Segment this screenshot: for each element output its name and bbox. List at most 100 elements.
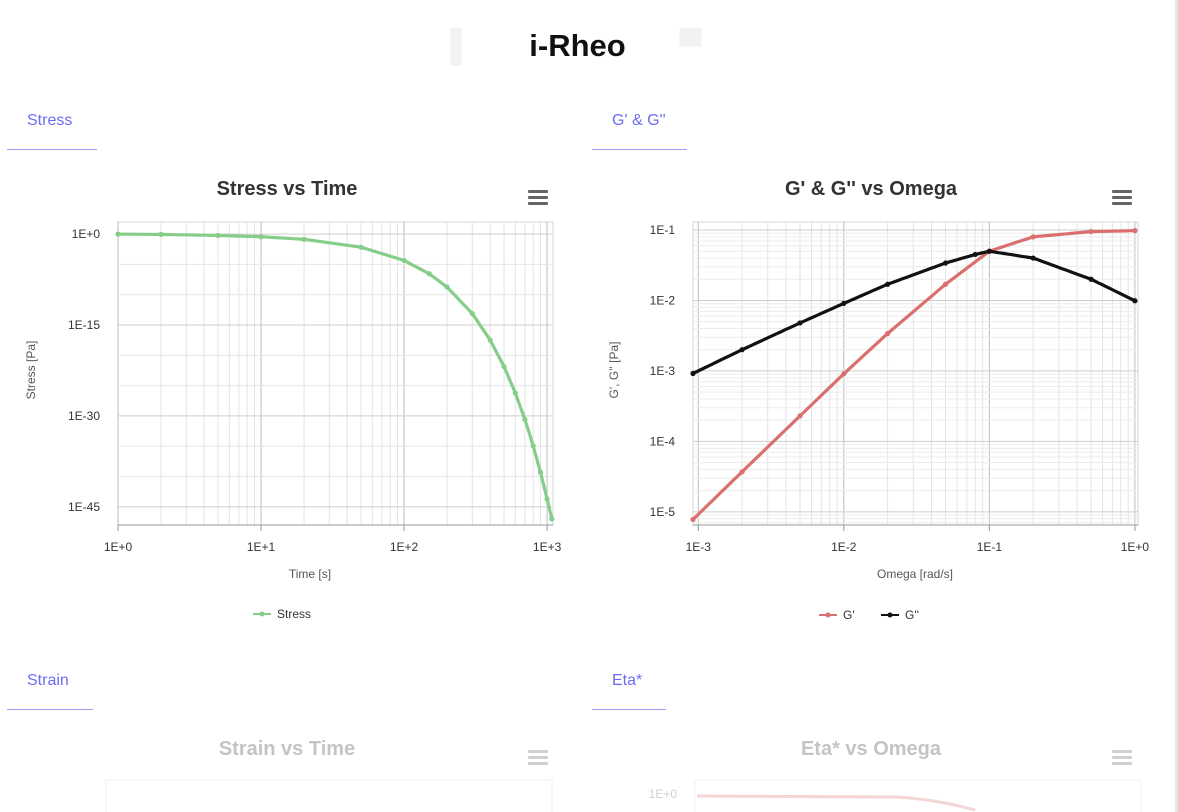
gg-series-point-0: [885, 330, 891, 337]
gg-x-tick-label: 1E-3: [686, 540, 712, 554]
gg-series-point-1: [1030, 255, 1036, 261]
stress-series-point-0: [469, 310, 475, 317]
stress-series-line-0: [116, 232, 554, 521]
gg-plot-border: [692, 221, 1139, 526]
eta-chart-menu-icon[interactable]: [1112, 750, 1132, 766]
stress-series-point-0: [501, 363, 507, 370]
strain-chart-title: Strain vs Time: [219, 738, 355, 760]
stress-legend-marker: [259, 611, 265, 617]
stress-chart-svg: Stress vs Time 1E+0 1E+1 1E+2 1E+3 1E+0 1E-15…: [24, 178, 562, 621]
stress-y-axis-label: Stress [Pa]: [24, 341, 38, 400]
gg-series-point-1: [690, 370, 696, 377]
gg-series-point-1: [739, 347, 745, 353]
gdoubleprime-legend-label: G'': [905, 608, 919, 622]
page-scrollbar[interactable]: [1175, 0, 1178, 812]
gg-chart-menu-icon[interactable]: [1112, 190, 1132, 206]
stress-series-point-0: [512, 390, 518, 396]
gg-series-point-1: [1088, 276, 1094, 282]
stress-y-tick-label: 1E-45: [68, 500, 100, 514]
gg-chart-axes: 1E-3 1E-2 1E-1 1E+0 1E-1 1E-2 1E-3 1E-4 1E-5: [650, 223, 1150, 554]
eta-chart-svg: Eta* vs Omega 1E+0: [649, 738, 1142, 812]
gg-series-point-1: [986, 248, 992, 254]
stress-y-tick-label: 1E-30: [68, 409, 100, 423]
eta-chart: Eta* vs Omega 1E+0: [595, 725, 1155, 812]
stress-series-point-0: [549, 516, 555, 522]
gg-x-tick-label: 1E-2: [831, 540, 857, 554]
gg-series-point-0: [797, 413, 803, 419]
stress-series-point-0: [215, 232, 221, 239]
stress-chart-title: Stress vs Time: [217, 178, 358, 200]
gg-series-point-1: [797, 320, 803, 326]
strain-chart: Strain vs Time: [10, 725, 570, 812]
gg-chart-svg: G' & G'' vs Omega 1E-3 1E-2 1E-1 1E+01E-11E…: [607, 178, 1150, 622]
gg-series-point-1: [841, 300, 847, 306]
gg-series-point-1: [972, 251, 978, 258]
tab-g-prime-g-double-prime[interactable]: G' & G'': [592, 108, 687, 150]
tab-stress[interactable]: Stress: [7, 108, 97, 150]
gg-x-tick-label: 1E-1: [977, 540, 1003, 554]
stress-x-tick-label: 1E+2: [390, 540, 419, 554]
gg-y-tick-label: 1E-3: [650, 364, 676, 378]
gg-series-point-1: [885, 281, 891, 287]
stress-x-tick-label: 1E+1: [247, 540, 276, 554]
strain-chart-menu-icon[interactable]: [528, 750, 548, 766]
stress-series-point-0: [522, 416, 528, 423]
strain-chart-svg: Strain vs Time: [105, 738, 553, 812]
eta-y-tick-partial: 1E+0: [649, 787, 678, 801]
app-title: i-Rheo: [529, 28, 626, 63]
gg-series-point-1: [942, 260, 949, 266]
stress-series-point-0: [530, 443, 536, 449]
gg-series-point-0: [1030, 234, 1036, 240]
stress-series-point-0: [358, 244, 364, 250]
gg-chart-series: [690, 228, 1138, 523]
gg-y-tick-label: 1E-5: [650, 505, 676, 519]
stress-chart-series: [115, 231, 555, 522]
gg-x-axis-label: Omega [rad/s]: [877, 567, 953, 581]
stress-chart-axes: 1E+0 1E+1 1E+2 1E+3 1E+0 1E-15 1E-30 1E-45: [68, 227, 562, 554]
stress-x-tick-label: 1E+3: [533, 540, 562, 554]
gg-y-tick-label: 1E-1: [650, 223, 676, 237]
gg-chart-grid: [692, 221, 1139, 526]
gg-series-point-0: [841, 371, 847, 377]
stress-x-axis-label: Time [s]: [289, 567, 331, 581]
stress-y-tick-label: 1E-15: [68, 318, 100, 332]
stress-legend[interactable]: Stress: [253, 607, 311, 621]
stress-series-point-0: [115, 231, 121, 237]
stress-chart-menu-icon[interactable]: [528, 190, 548, 206]
stress-series-point-0: [426, 271, 432, 277]
tab-eta-star[interactable]: Eta*: [592, 668, 666, 710]
gg-series-point-0: [739, 469, 745, 475]
stress-series-point-0: [258, 234, 264, 240]
stress-chart-grid: [117, 221, 554, 526]
gprime-legend-label: G': [843, 608, 855, 622]
gg-legend[interactable]: G' G'': [819, 608, 919, 622]
title-ghost-decoration: ▌ ▀: [450, 28, 705, 63]
stress-series-point-0: [544, 496, 550, 502]
tab-strain[interactable]: Strain: [7, 668, 93, 710]
gg-y-tick-label: 1E-2: [650, 293, 676, 307]
strain-plot-area: [105, 779, 553, 812]
eta-chart-title: Eta* vs Omega: [801, 738, 942, 760]
gprime-legend-marker: [825, 612, 831, 618]
stress-legend-label: Stress: [277, 607, 311, 621]
eta-plot-area: [694, 779, 1142, 812]
stress-x-tick-label: 1E+0: [104, 540, 133, 554]
gg-chart-title: G' & G'' vs Omega: [785, 178, 958, 200]
gg-series-point-1: [1132, 298, 1138, 304]
stress-series-point-0: [401, 257, 407, 264]
stress-series-point-0: [301, 236, 307, 242]
stress-plot-border: [117, 221, 554, 526]
gg-series-point-0: [690, 516, 696, 523]
gg-series-point-0: [1132, 228, 1138, 234]
gg-y-axis-label: G', G'' [Pa]: [607, 342, 621, 399]
eta-series-partial: [696, 794, 976, 812]
gg-series-point-0: [942, 281, 949, 287]
gg-y-tick-label: 1E-4: [650, 434, 676, 448]
stress-series-point-0: [537, 469, 544, 475]
gg-x-tick-label: 1E+0: [1121, 540, 1150, 554]
gg-series-line-0: [691, 229, 1137, 521]
gg-chart: G' & G'' vs Omega 1E-3 1E-2 1E-1 1E+0 1E-1 1E…: [595, 165, 1155, 635]
gg-series-point-0: [1088, 228, 1094, 235]
gdoubleprime-legend-marker: [887, 612, 893, 618]
stress-series-point-0: [158, 231, 164, 237]
